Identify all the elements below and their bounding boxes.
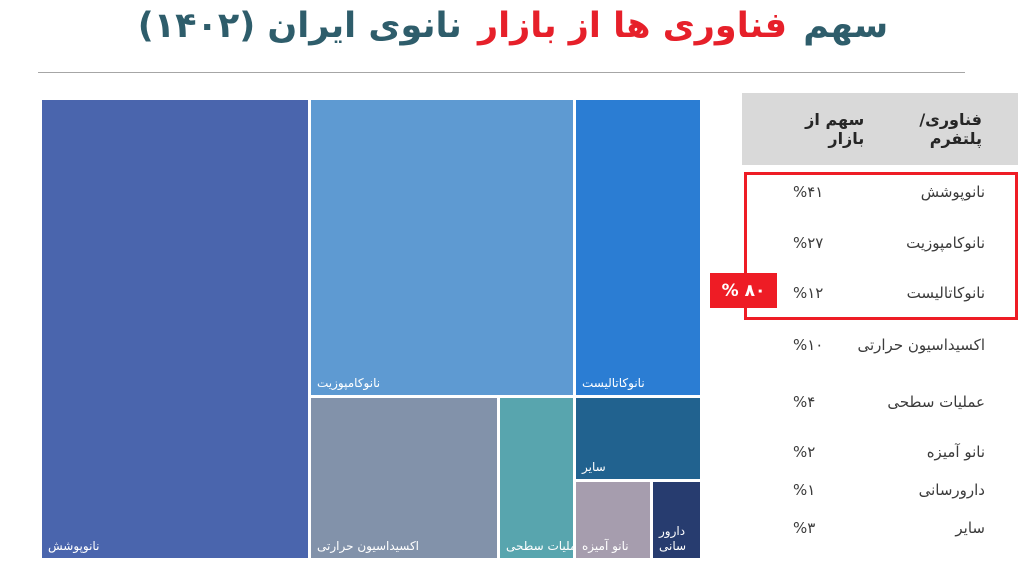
highlight-box-top3	[744, 172, 1018, 320]
row-value: %۱	[793, 481, 816, 499]
treemap-tile-drug-delivery: دارور سانی	[653, 482, 700, 558]
row-value: %۱۲	[793, 284, 824, 302]
table-row: اکسیداسیون حرارتی %۱۰	[742, 333, 1018, 357]
treemap-tile-label: نانوپوشش	[48, 539, 100, 553]
row-label: نانوپوشش	[920, 183, 985, 201]
title-segment-end: نانوی ایران (۱۴۰۲)	[137, 6, 462, 46]
treemap-tile-nanocatalyst: نانوکاتالیست	[576, 100, 700, 395]
table-row: سایر %۳	[742, 516, 1018, 540]
market-share-table: فناوری/ پلتفرم سهم از بازار % ۸۰ نانوپوش…	[710, 93, 1018, 559]
title-segment-start: سهم	[803, 6, 889, 46]
table-row: نانوکاتالیست %۱۲	[742, 281, 1018, 305]
treemap-tile-label: اکسیداسیون حرارتی	[317, 539, 420, 553]
row-label: سایر	[955, 519, 985, 537]
row-value: %۱۰	[793, 336, 824, 354]
row-label: اکسیداسیون حرارتی	[857, 336, 985, 354]
page-title: سهم فناوری ها از بازار نانوی ایران (۱۴۰۲…	[0, 6, 1026, 46]
treemap-tile-thermal-oxidation: اکسیداسیون حرارتی	[311, 398, 497, 558]
row-label: عملیات سطحی	[887, 393, 985, 411]
row-value: %۴۱	[793, 183, 824, 201]
treemap-tile-label: عملیات سطحی	[506, 539, 585, 553]
row-label: دارورسانی	[918, 481, 985, 499]
row-value: %۲۷	[793, 234, 824, 252]
treemap-tile-label: نانو آمیزه	[582, 539, 629, 553]
row-label: نانوکامپوزیت	[906, 234, 985, 252]
row-value: %۲	[793, 443, 816, 461]
treemap-tile-nanocoating: نانوپوشش	[42, 100, 308, 558]
header-share: سهم از بازار	[805, 110, 865, 148]
row-value: %۴	[793, 393, 816, 411]
badge-80-percent: % ۸۰	[710, 273, 777, 308]
treemap-tile-label: نانوکاتالیست	[582, 376, 645, 390]
header-technology: فناوری/ پلتفرم	[919, 110, 982, 148]
treemap-tile-other: سایر	[576, 398, 700, 479]
title-divider	[38, 72, 965, 73]
row-label: نانو آمیزه	[926, 443, 985, 461]
treemap-chart: نانوپوشش نانوکامپوزیت نانوکاتالیست اکسید…	[42, 100, 700, 558]
table-row: دارورسانی %۱	[742, 478, 1018, 502]
title-segment-highlight: فناوری ها از بازار	[478, 6, 788, 46]
treemap-tile-label: دارور سانی	[659, 524, 687, 553]
treemap-tile-nano-compound: نانو آمیزه	[576, 482, 650, 558]
table-row: نانوپوشش %۴۱	[742, 180, 1018, 204]
table-row: عملیات سطحی %۴	[742, 390, 1018, 414]
table-header: فناوری/ پلتفرم سهم از بازار	[742, 93, 1018, 165]
treemap-tile-label: سایر	[582, 460, 606, 474]
table-row: نانو آمیزه %۲	[742, 440, 1018, 464]
treemap-tile-label: نانوکامپوزیت	[317, 376, 381, 390]
treemap-tile-nanocomposite: نانوکامپوزیت	[311, 100, 573, 395]
row-label: نانوکاتالیست	[906, 284, 985, 302]
table-row: نانوکامپوزیت %۲۷	[742, 231, 1018, 255]
treemap-tile-surface-treatment: عملیات سطحی	[500, 398, 584, 558]
row-value: %۳	[793, 519, 816, 537]
